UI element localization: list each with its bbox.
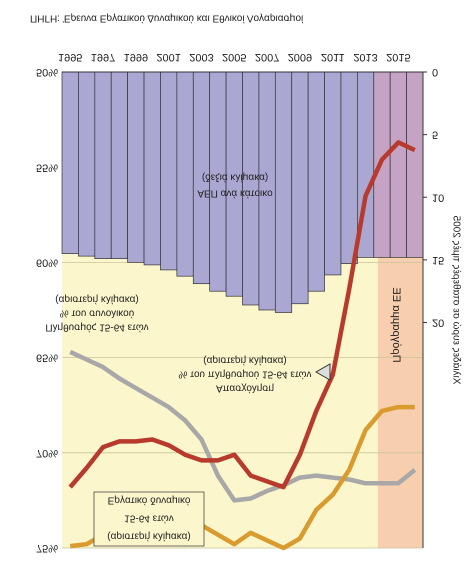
- series-label: Εργατικό δυναμικό: [108, 494, 191, 506]
- bar: [291, 71, 309, 305]
- bar: [143, 71, 161, 266]
- y-tick-label: 70%: [36, 447, 58, 459]
- bar: [160, 71, 178, 271]
- series-label: Πληθυσμός 15-64 ετών: [45, 321, 148, 333]
- x-tick-label: 1999: [124, 51, 148, 63]
- x-tick-label: 1995: [58, 51, 82, 63]
- series-note: % του πληθυσμού 15-64 ετών: [179, 368, 312, 380]
- y2-tick-label: 20: [432, 317, 444, 329]
- y2-tick-label: 10: [432, 191, 444, 203]
- bar: [340, 71, 358, 265]
- x-tick-label: 2013: [353, 51, 377, 63]
- x-tick-label: 2009: [288, 51, 312, 63]
- line-series: [68, 140, 416, 490]
- bar: [176, 71, 194, 277]
- bar: [389, 71, 407, 258]
- x-tick-label: 2007: [255, 51, 279, 63]
- bar: [94, 71, 112, 259]
- x-tick-label: 1997: [91, 51, 115, 63]
- bar: [307, 71, 325, 292]
- bar: [324, 71, 342, 276]
- series-note: 15-64 ετών: [124, 512, 173, 524]
- bar: [110, 71, 128, 259]
- series-note: (δεξιά κλίμακα): [202, 171, 268, 183]
- x-tick-label: 2001: [156, 51, 180, 63]
- series-note: (αριστερή κλίμακα): [107, 530, 190, 542]
- bar: [78, 71, 96, 257]
- series-label: ΑΕΠ ανά κάτοικο: [197, 187, 273, 199]
- chart-body: ΠΗΓΗ: Έρευνα Εργατικού Δυναμικού και Εθν…: [30, 12, 462, 554]
- y2-axis-label: Χιλιάδες ευρώ σε σταθερές τιμές 2005: [450, 215, 462, 384]
- label-box: [93, 491, 205, 547]
- y-tick-label: 60%: [36, 256, 58, 268]
- bar: [61, 71, 79, 254]
- x-tick-label: 2015: [386, 51, 410, 63]
- series-note: (αριστερή κλίμακα): [203, 354, 286, 366]
- bar: [406, 71, 424, 258]
- line-series: [69, 349, 417, 503]
- y-tick-label: 55%: [36, 161, 58, 173]
- bar: [127, 71, 145, 263]
- y-tick-label: 65%: [36, 352, 58, 364]
- x-tick-label: 2011: [321, 51, 345, 63]
- bar: [225, 71, 243, 297]
- bar: [274, 71, 293, 313]
- y-tick-label: 50%: [36, 66, 58, 78]
- series-note: (αριστερή κλίμακα): [55, 293, 138, 305]
- y2-tick-label: 15: [432, 254, 444, 266]
- source-note: ΠΗΓΗ: Έρευνα Εργατικού Δυναμικού και Εθν…: [30, 12, 304, 24]
- y2-tick-label: 0: [432, 66, 438, 78]
- x-tick-label: 2005: [222, 51, 246, 63]
- x-tick-label: 2003: [189, 51, 213, 63]
- y-tick-label: 75%: [36, 542, 58, 554]
- series-label: Απασχόληση: [216, 382, 274, 394]
- y2-tick-label: 5: [432, 129, 438, 141]
- program-label: Πρόγραμμα ΕΕ: [390, 287, 402, 362]
- series-note: % του συνολικού: [60, 307, 134, 319]
- pointer: [314, 363, 331, 381]
